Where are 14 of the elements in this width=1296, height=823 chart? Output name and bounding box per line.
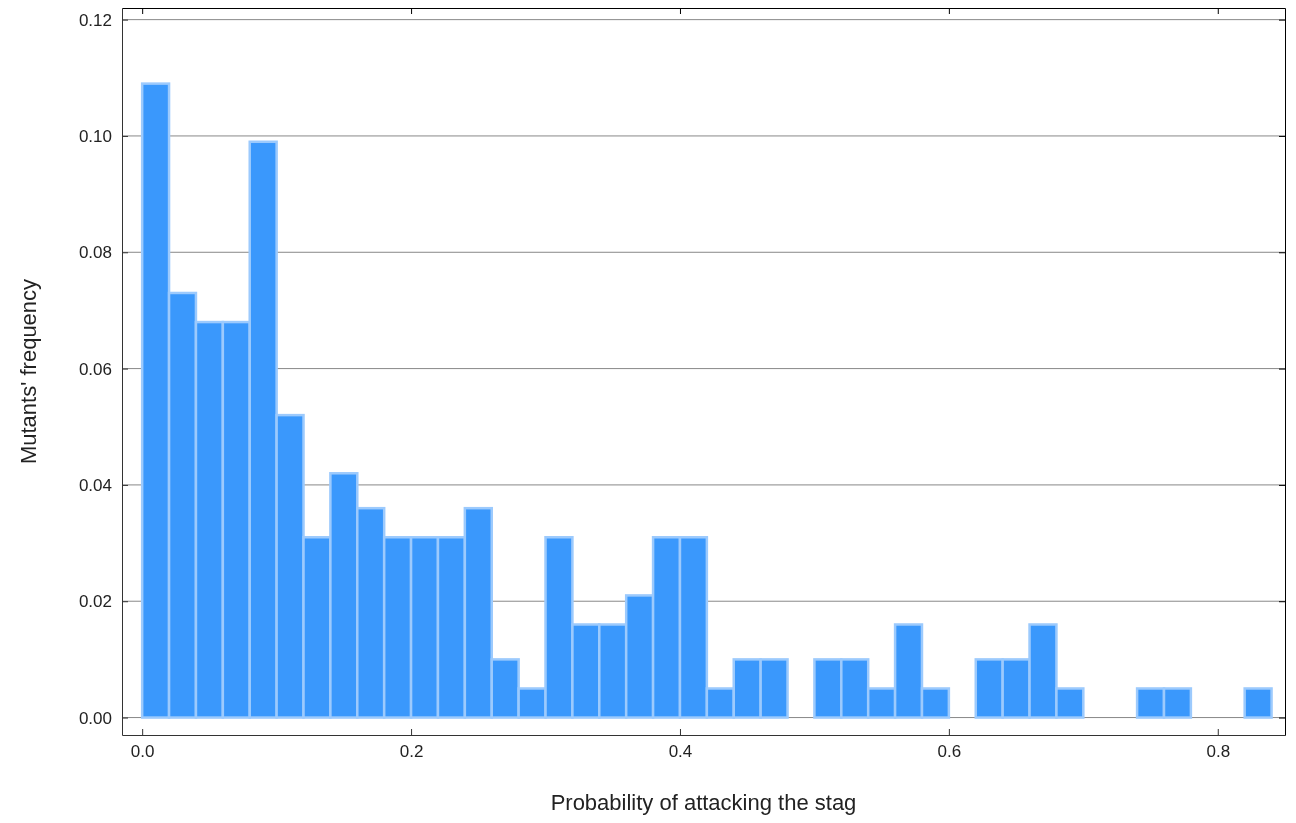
y-tick-label: 0.10 — [78, 126, 112, 146]
y-tick-label: 0.06 — [78, 359, 112, 379]
x-tick-label: 0.4 — [668, 742, 693, 762]
y-tick-label: 0.00 — [78, 708, 112, 728]
y-tick-label: 0.12 — [78, 10, 112, 30]
y-tick-label: 0.02 — [78, 592, 112, 612]
x-tick-label: 0.2 — [399, 742, 424, 762]
y-axis-title: Mutants' frequency — [16, 278, 41, 465]
y-tick-label: 0.04 — [78, 475, 112, 495]
y-tick-label: 0.08 — [78, 243, 112, 263]
x-tick-label: 0.6 — [937, 742, 962, 762]
x-tick-label: 0.0 — [130, 742, 155, 762]
x-tick-label: 0.8 — [1206, 742, 1231, 762]
x-axis-title: Probability of attacking the stag — [550, 790, 857, 815]
